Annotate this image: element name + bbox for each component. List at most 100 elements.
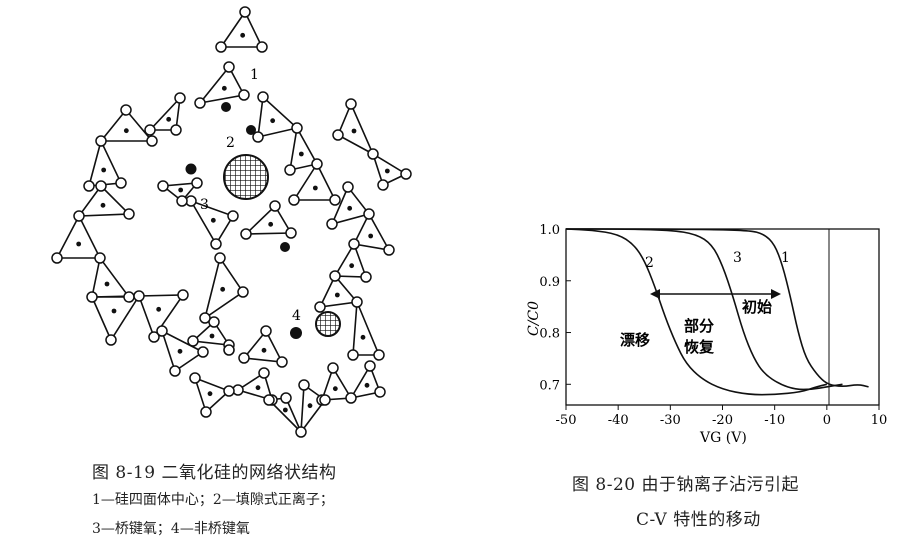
y-axis-label: C/C0 [526, 301, 542, 336]
annotation-partial-2: 恢复 [684, 338, 715, 356]
oxygen-atom [197, 346, 209, 358]
oxygen-atom [223, 61, 235, 73]
non-bridging-oxygen [185, 163, 197, 175]
figure-8-20-caption-line2: C-V 特性的移动 [636, 510, 761, 530]
silicon-center [76, 241, 82, 247]
oxygen-atoms-group [51, 6, 412, 438]
tetrahedron [371, 152, 408, 187]
oxygen-atom [239, 6, 251, 18]
tetrahedron [148, 95, 182, 131]
tetrahedron [198, 65, 246, 105]
oxygen-atom [291, 122, 303, 134]
x-tick-label: -20 [712, 413, 733, 428]
oxygen-atom [276, 356, 288, 368]
tetrahedron [243, 204, 293, 235]
tetrahedron [242, 329, 284, 363]
tetrahedron [236, 371, 274, 402]
oxygen-atom [326, 218, 338, 230]
oxygen-atom [210, 238, 222, 250]
oxygen-atom [238, 352, 250, 364]
oxygen-atom [342, 181, 354, 193]
silicon-center [123, 128, 129, 134]
oxygen-atom [187, 335, 199, 347]
x-tick-label: -50 [556, 413, 577, 428]
tetrahedron [336, 101, 375, 156]
oxygen-atom [363, 208, 375, 220]
silicon-center [255, 385, 261, 391]
non-bridging-oxygen [246, 125, 256, 135]
oxygen-atom [298, 379, 310, 391]
silicon-center [282, 407, 288, 413]
silicon-center [240, 32, 246, 38]
oxygen-atom [295, 426, 307, 438]
figure-8-19-legend-line1: 1—硅四面体中心；2—填隙式正离子； [92, 492, 334, 508]
oxygen-atom [345, 98, 357, 110]
x-tick-label: -30 [660, 413, 681, 428]
tetrahedron [160, 182, 199, 203]
non-bridging-oxygen [280, 242, 290, 252]
silicon-center [368, 233, 374, 239]
oxygen-atom [332, 129, 344, 141]
silicon-center [384, 168, 390, 174]
oxygen-atom [329, 270, 341, 282]
oxygen-atom [364, 360, 376, 372]
x-tick-label: -40 [608, 413, 629, 428]
oxygen-atom [73, 210, 85, 222]
silicon-center [178, 187, 184, 193]
oxygen-atom [373, 349, 385, 361]
oxygen-atom [95, 180, 107, 192]
tetrahedron [193, 376, 231, 414]
oxygen-atom [86, 291, 98, 303]
oxygen-atom [94, 252, 106, 264]
x-tick-label: -10 [764, 413, 785, 428]
oxygen-atom [319, 394, 331, 406]
silicon-center [220, 286, 226, 292]
x-axis-label: VG (V) [699, 430, 747, 446]
y-tick-label: 0.9 [539, 275, 560, 290]
curve-label-1: 1 [781, 250, 790, 266]
oxygen-atom [170, 124, 182, 136]
tetrahedron [352, 301, 381, 356]
cv-curve-1 [565, 228, 869, 388]
oxygen-atom [348, 238, 360, 250]
oxygen-atom [115, 177, 127, 189]
silicon-center [210, 217, 216, 223]
tetrahedron [189, 199, 235, 246]
silicon-center [111, 308, 117, 314]
oxygen-atom [347, 349, 359, 361]
oxygen-atom [263, 394, 275, 406]
x-tick-label: 10 [871, 413, 888, 428]
oxygen-atom [105, 334, 117, 346]
oxygen-atom [285, 227, 297, 239]
tetrahedron [77, 184, 131, 217]
silicon-center [100, 202, 106, 208]
oxygen-atom [329, 194, 341, 206]
tetrahedron [330, 185, 371, 226]
silicon-center [332, 386, 338, 392]
oxygen-atom [169, 365, 181, 377]
oxygen-atom [288, 194, 300, 206]
tetrahedron [320, 366, 353, 401]
oxygen-atom [252, 131, 264, 143]
tetrahedron [137, 294, 185, 339]
oxygen-atom [51, 252, 63, 264]
tetrahedron [333, 242, 368, 278]
silicon-center [349, 263, 355, 269]
annotation-drift: 漂移 [620, 331, 650, 349]
silicon-center [312, 185, 318, 191]
oxygen-atom [311, 158, 323, 170]
oxygen-atom [360, 271, 372, 283]
silicon-center [104, 281, 110, 287]
oxygen-atom [258, 367, 270, 379]
oxygen-atom [83, 180, 95, 192]
tetrahedron [349, 364, 382, 400]
cv-curve-3 [565, 228, 843, 391]
oxygen-atom [377, 179, 389, 191]
figure-8-19-caption: 图 8-19 二氧化硅的网络状结构 [92, 463, 337, 483]
annotation-partial-1: 部分 [684, 317, 714, 335]
oxygen-atom [400, 168, 412, 180]
silicon-center [347, 205, 353, 211]
tetrahedron [219, 10, 264, 48]
tetrahedron [99, 108, 154, 142]
tetrahedron [300, 383, 327, 435]
